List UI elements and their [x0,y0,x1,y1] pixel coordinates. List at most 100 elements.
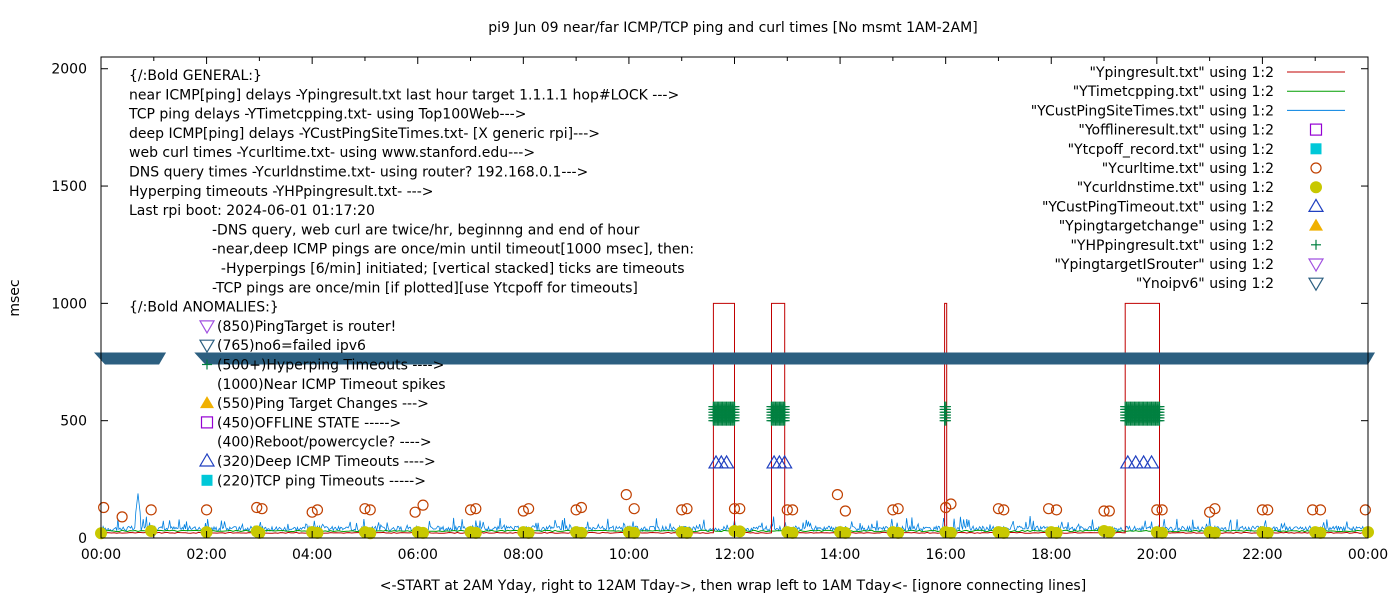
legend-entry-label: "YHPpingresult.txt" using 1:2 [1070,238,1274,254]
annotation-indented-line: -DNS query, web curl are twice/hr, begin… [212,222,640,238]
curl-time-point [998,504,1010,516]
x-tick-label: 08:00 [503,547,543,563]
annotation-anomaly-line: (400)Reboot/powercycle? ----> [217,435,432,451]
legend-entry-label: "Yofflineresult.txt" using 1:2 [1078,123,1274,139]
curl-time-point [417,499,429,511]
hyperping-tick [1154,401,1165,412]
x-tick-label: 16:00 [925,547,965,563]
x-tick-label: 00:00 [81,547,121,563]
deep-timeout-point [1119,454,1136,469]
hyperping-cluster-3 [1120,401,1165,426]
curl-time-point [781,504,793,516]
annotation-anomaly-line: (500+)Hyperping Timeouts ----> [217,358,444,374]
dns-time-point [522,526,535,539]
curl-time-point [1359,504,1371,516]
anomaly-marker [200,416,214,429]
legend: "Ypingresult.txt" using 1:2 "YTimetcpping… [1031,65,1345,292]
curl-time-point [1103,505,1115,517]
anomaly-marker [202,359,212,370]
chart-title: pi9 Jun 09 near/far ICMP/TCP ping and cu… [488,20,977,36]
annotation-general-line: Last rpi boot: 2024-06-01 01:17:20 [129,203,375,219]
dns-time-point [469,526,482,539]
dns-time-point [733,525,746,538]
noipv6-band-1 [194,352,1375,365]
dns-time-point [1156,526,1169,539]
annotation-anomaly-line: (1000)Near ICMP Timeout spikes [217,377,446,393]
x-axis-label: <-START at 2AM Yday, right to 12AM Tday-… [380,578,1086,594]
legend-entry-swatch [1310,162,1322,174]
marker-layer [94,352,1375,540]
dns-time-point [892,526,905,539]
x-tick-label: 20:00 [1137,547,1177,563]
legend-entry-label: "Ytcpoff_record.txt" using 1:2 [1068,142,1274,158]
curl-time-point [892,503,904,515]
dns-time-point [997,526,1010,539]
curl-time-point [575,501,588,514]
legend-entry-label: "Ypingresult.txt" using 1:2 [1089,65,1274,81]
curl-time-point [786,504,799,516]
curl-time-point [464,504,477,516]
anomaly-marker [198,452,216,467]
y-tick-label: 2000 [51,62,87,78]
x-tick-label: 18:00 [1031,547,1071,563]
dns-time-point [1208,526,1221,539]
annotation-layer: {/:Bold GENERAL:} near ICMP[ping] delays … [128,68,694,489]
curl-time-point [620,488,632,501]
annotation-indented-line: -near,deep ICMP pings are once/min until… [212,242,694,258]
annotation-general-line: deep ICMP[ping] delays -YCustPingSiteTim… [129,126,600,142]
legend-entry-swatch [1307,277,1325,292]
hyperping-tick [779,401,790,412]
annotation-indented-line: -TCP pings are once/min [if plotted][use… [212,280,638,296]
hyperping-tick [940,401,951,412]
deep-timeout-point [1127,454,1144,469]
dns-time-point [253,526,266,539]
curl-time-point [887,504,899,516]
curl-time-point [517,505,529,517]
hyperping-cluster-2 [939,401,951,426]
y-tick-label: 1000 [51,296,87,312]
dns-time-point [839,526,852,539]
curl-time-point [1256,504,1269,516]
curl-time-point [1314,504,1327,516]
axes-layer: 00:00 02:00 04:00 06:00 08:00 10:00 12:00 14:00… [51,56,1388,563]
curl-time-point [570,504,582,516]
curl-time-point [676,504,688,516]
x-tick-label: 22:00 [1242,547,1282,563]
curl-time-point [992,503,1005,515]
legend-entry-swatch [1309,218,1323,231]
curl-time-point [831,488,844,501]
curl-time-point [628,503,640,515]
curl-time-point [728,503,741,515]
curl-time-point [409,506,421,518]
curl-time-point [364,504,376,516]
x-tick-label: 12:00 [714,547,754,563]
legend-entry-label: "Ycurltime.txt" using 1:2 [1102,161,1274,177]
annotation-general-line: DNS query times -Ycurldnstime.txt- using… [129,165,588,181]
dns-time-point [786,526,799,539]
dns-time-point [1314,526,1327,539]
curl-time-point [1306,504,1319,516]
dns-time-point [364,527,377,540]
curl-time-point [945,498,957,510]
x-tick-label: 10:00 [609,547,649,563]
deep-timeout-point [1135,454,1152,469]
curl-time-point [359,503,371,515]
legend-entry-swatch [1311,239,1321,250]
curl-time-point [306,506,318,518]
annotation-general-line: {/:Bold GENERAL:} [129,68,262,84]
curl-time-point [1262,504,1274,516]
legend-entry-swatch [1307,258,1325,273]
legend-entry-label: "YTimetcpping.txt" using 1:2 [1073,84,1274,100]
annotation-anomaly-line: (765)no6=failed ipv6 [217,338,366,354]
hyperping-cluster-0 [708,401,740,426]
deep-timeout-point [776,454,793,469]
anomaly-marker [200,396,214,409]
hyperping-tick [729,401,740,412]
anomaly-marker [198,339,216,354]
x-tick-label: 14:00 [820,547,860,563]
y-tick-label: 0 [78,531,87,547]
deep-timeout-point [718,454,735,469]
annotation-anomaly-line: (550)Ping Target Changes ---> [217,396,429,412]
annotation-general-line: web curl times -Ycurltime.txt- using www… [129,145,535,161]
